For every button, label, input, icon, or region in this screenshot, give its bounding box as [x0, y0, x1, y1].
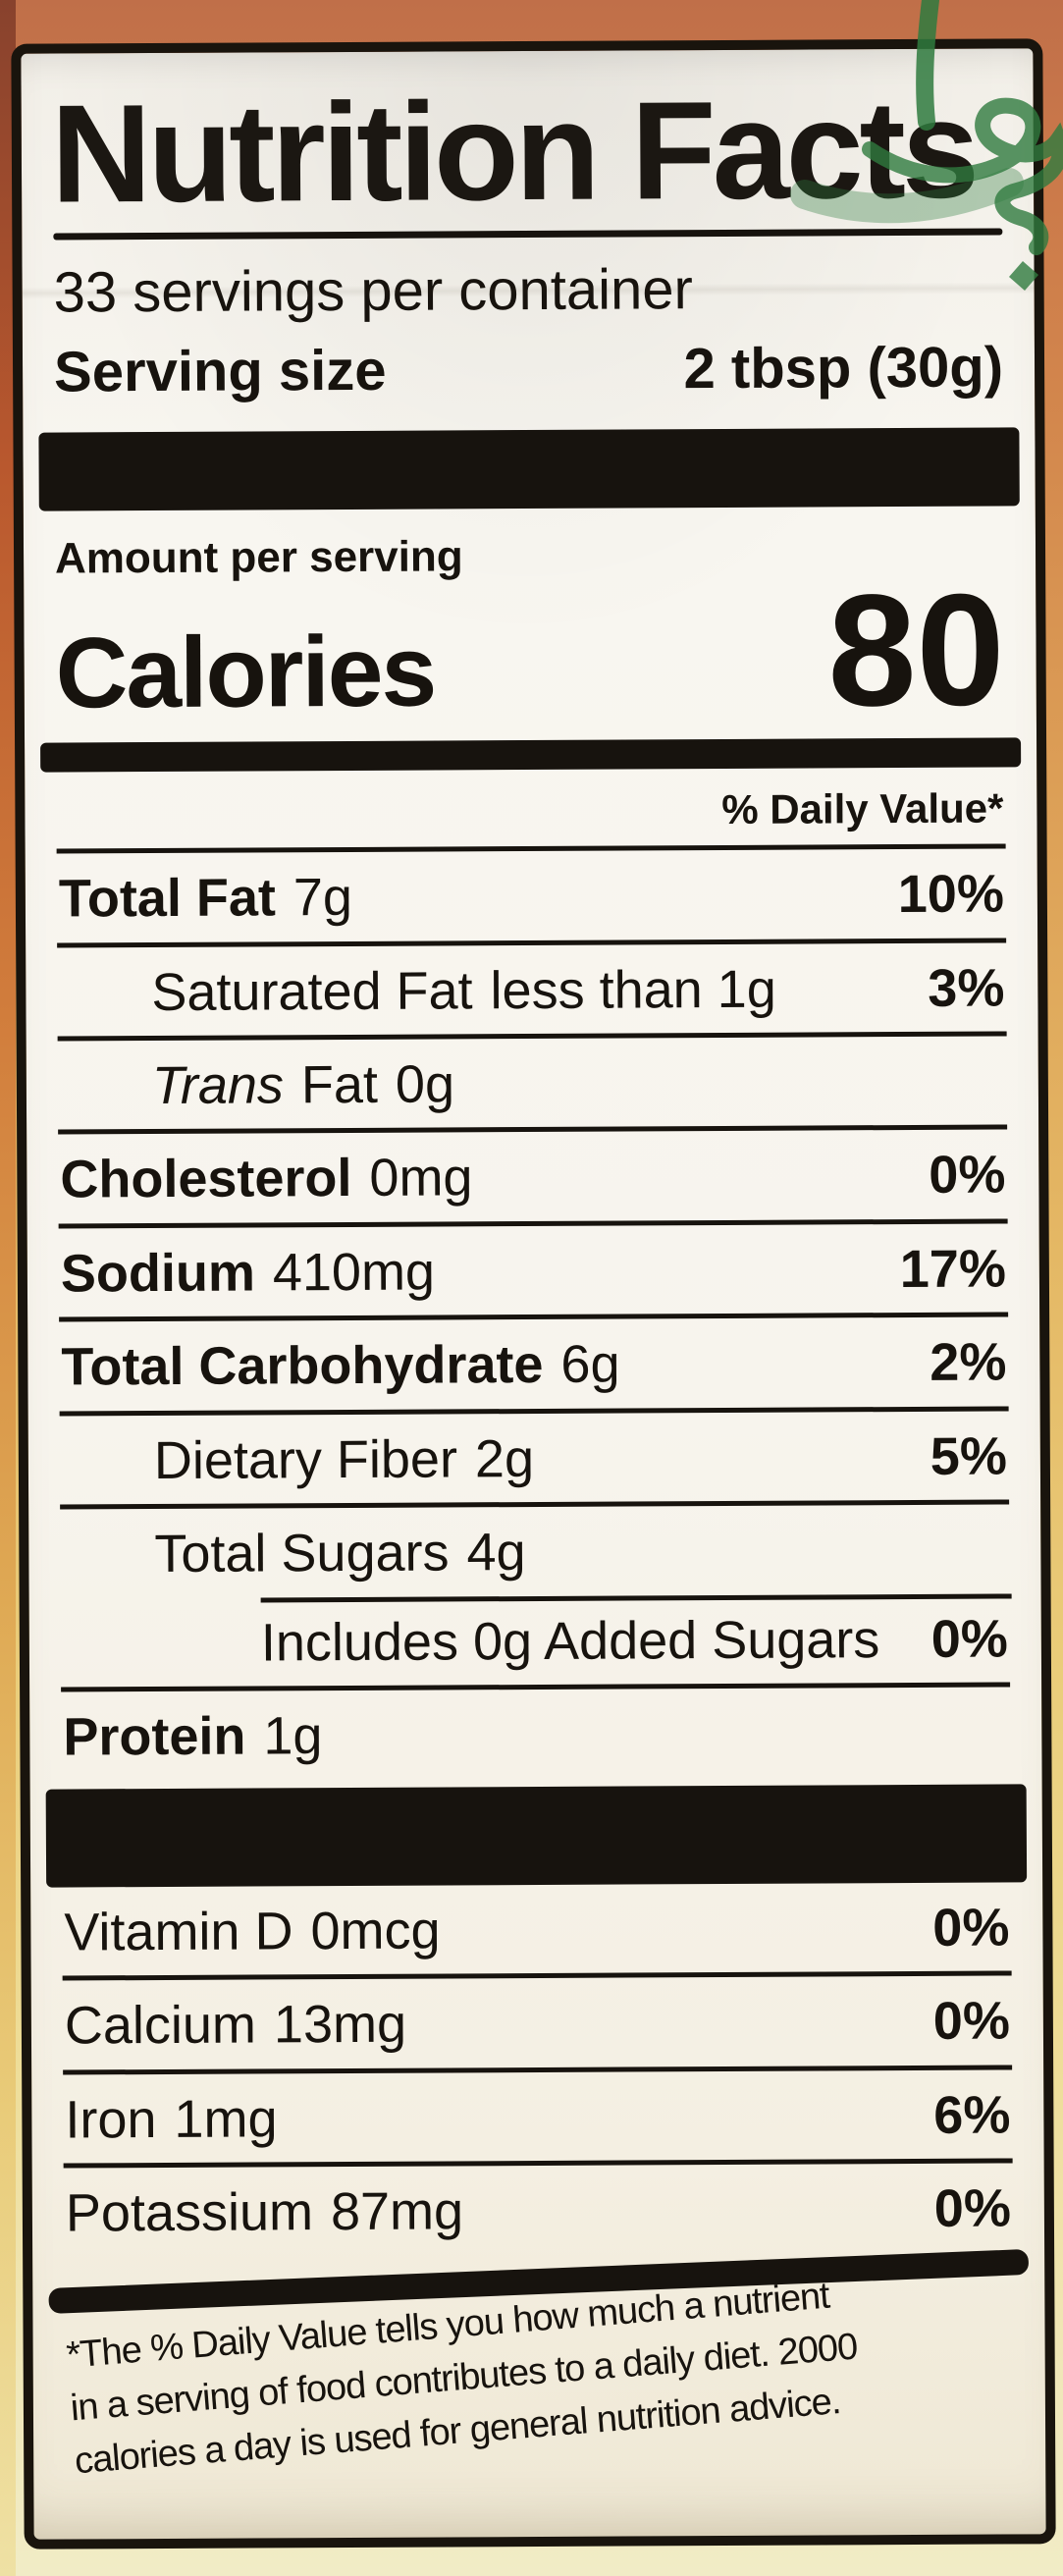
nutrient-row-trans-fat: Trans Fat 0g: [57, 1031, 1008, 1130]
thick-divider-bar: [38, 427, 1020, 511]
nutrient-row-total-carbohydrate: Total Carbohydrate 6g 2%: [59, 1312, 1009, 1412]
nutrient-amount: 6g: [560, 1334, 620, 1395]
nutrient-name-group: Calcium 13mg: [65, 1995, 406, 2056]
nutrient-row-cholesterol: Cholesterol 0mg 0%: [58, 1124, 1008, 1224]
calories-row: Calories 80: [55, 561, 1006, 743]
nutrient-name: Includes 0g Added Sugars: [260, 1609, 880, 1673]
nutrient-amount: 1mg: [174, 2089, 278, 2149]
section-divider-bar: [45, 1784, 1028, 1888]
nutrient-name-group: Total Carbohydrate 6g: [61, 1335, 619, 1397]
nutrient-name-group: Trans Fat 0g: [152, 1054, 454, 1115]
nutrient-name: Vitamin D: [64, 1902, 293, 1962]
daily-value-percent: 10%: [897, 864, 1005, 925]
nutrient-name: Iron: [65, 2089, 157, 2150]
serving-size-label: Serving size: [53, 339, 387, 404]
daily-value-percent: 0%: [932, 1991, 1011, 2052]
nutrient-amount: 2g: [474, 1428, 535, 1489]
nutrient-name-group: Total Fat 7g: [59, 868, 352, 929]
serving-size-value: 2 tbsp (30g): [683, 335, 1004, 402]
nutrient-row-dietary-fiber: Dietary Fiber 2g 5%: [59, 1406, 1010, 1505]
nutrient-name-italic: Trans: [151, 1055, 285, 1116]
nutrient-amount: 4g: [466, 1523, 526, 1583]
daily-value-percent: 2%: [930, 1332, 1007, 1393]
nutrient-row-saturated-fat: Saturated Fat less than 1g 3%: [57, 937, 1007, 1037]
calories-label: Calories: [55, 615, 436, 729]
nutrient-name: Calcium: [64, 1995, 257, 2056]
nutrient-name: Potassium: [65, 2182, 314, 2243]
nutrient-name-group: Saturated Fat less than 1g: [151, 959, 776, 1022]
micronutrient-row-iron: Iron 1mg 6%: [63, 2065, 1013, 2164]
nutrient-row-added-sugars: Includes 0g Added Sugars 0%: [61, 1593, 1010, 1688]
micronutrient-row-calcium: Calcium 13mg 0%: [62, 1970, 1013, 2070]
daily-value-percent: 0%: [932, 1898, 1010, 1958]
nutrient-name: Cholesterol: [60, 1149, 352, 1209]
nutrient-amount: 13mg: [273, 1994, 407, 2055]
micronutrient-row-vitamin-d: Vitamin D 0mcg 0%: [62, 1882, 1011, 1976]
servings-per-container: 33 servings per container: [53, 257, 694, 325]
daily-value-percent: 0%: [929, 1145, 1006, 1206]
nutrient-name-group: Cholesterol 0mg: [60, 1149, 472, 1210]
nutrition-facts-label: Nutrition Facts 33 servings per containe…: [11, 38, 1056, 2549]
daily-value-percent: 0%: [933, 2178, 1012, 2239]
daily-value-percent: 6%: [933, 2085, 1011, 2145]
daily-value-percent: 17%: [899, 1239, 1007, 1299]
nutrient-amount: less than 1g: [490, 959, 776, 1020]
nutrient-amount: 0mcg: [310, 1901, 441, 1960]
nutrient-name-group: Total Sugars 4g: [154, 1523, 526, 1583]
nutrient-row-total-fat: Total Fat 7g 10%: [56, 843, 1007, 943]
daily-value-header: % Daily Value*: [721, 784, 1004, 833]
nutrient-name-group: Dietary Fiber 2g: [154, 1429, 534, 1490]
nutrient-name-group: Potassium 87mg: [66, 2182, 464, 2244]
nutrient-name-group: Includes 0g Added Sugars: [261, 1610, 880, 1673]
nutrient-amount: 87mg: [330, 2181, 464, 2242]
nutrient-name-group: Vitamin D 0mcg: [64, 1901, 440, 1961]
daily-value-percent: 0%: [930, 1609, 1009, 1669]
nutrient-name-group: Sodium 410mg: [61, 1242, 435, 1303]
nutrient-row-total-sugars: Total Sugars 4g: [60, 1499, 1010, 1599]
nutrient-name: Sodium: [60, 1243, 256, 1304]
nutrient-amount: 0g: [395, 1054, 455, 1114]
nutrient-name: Fat: [300, 1054, 379, 1115]
nutrient-amount: 7g: [292, 868, 353, 928]
nutrient-name: Saturated Fat: [151, 960, 473, 1022]
nutrient-name: Total Sugars: [154, 1523, 450, 1584]
daily-value-percent: 5%: [930, 1426, 1008, 1486]
nutrient-amount: 1g: [263, 1706, 323, 1766]
label-title: Nutrition Facts: [50, 71, 977, 233]
daily-value-percent: 3%: [928, 957, 1005, 1018]
serving-size-row: Serving size 2 tbsp (30g): [54, 323, 1003, 421]
nutrient-name: Total Carbohydrate: [61, 1335, 544, 1397]
bottle-edge-highlight: [0, 0, 16, 2576]
nutrient-name: Protein: [63, 1706, 246, 1767]
nutrient-amount: 0mg: [369, 1148, 473, 1208]
nutrient-name-group: Iron 1mg: [65, 2089, 277, 2150]
nutrient-name-group: Protein 1g: [63, 1706, 322, 1767]
nutrient-name: Dietary Fiber: [153, 1429, 458, 1490]
calories-value: 80: [826, 561, 1006, 740]
micronutrient-row-potassium: Potassium 87mg 0%: [63, 2158, 1014, 2258]
nutrient-name: Total Fat: [58, 868, 277, 929]
nutrient-row-protein: Protein 1g: [61, 1682, 1011, 1782]
nutrient-amount: 410mg: [272, 1242, 436, 1303]
nutrient-row-sodium: Sodium 410mg 17%: [58, 1218, 1009, 1317]
